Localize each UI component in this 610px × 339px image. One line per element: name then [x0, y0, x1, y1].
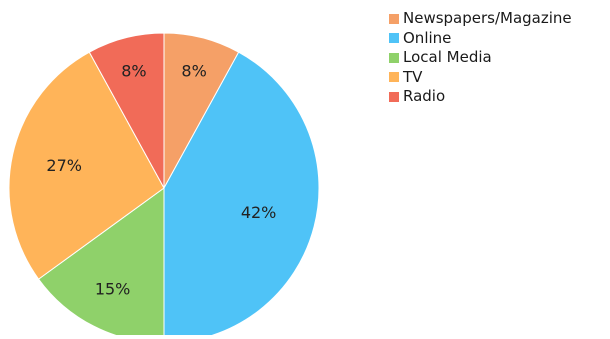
legend-item-tv: TV — [389, 68, 572, 88]
pie-label-online: 42% — [241, 203, 277, 222]
legend-item-local-media: Local Media — [389, 48, 572, 68]
legend-item-newspapers-magazine: Newspapers/Magazine — [389, 9, 572, 29]
chart-legend: Newspapers/Magazine Online Local Media TV Ra… — [389, 9, 572, 107]
legend-swatch-tv — [389, 72, 399, 83]
legend-swatch-newspapers-magazine — [389, 13, 399, 24]
legend-swatch-radio — [389, 91, 399, 102]
legend-label-newspapers-magazine: Newspapers/Magazine — [403, 9, 572, 28]
legend-item-online: Online — [389, 29, 572, 49]
pie-label-tv: 27% — [46, 156, 82, 175]
pie-slice-radio — [88, 32, 165, 189]
legend-swatch-online — [389, 33, 399, 44]
legend-item-radio: Radio — [389, 87, 572, 107]
legend-swatch-local-media — [389, 52, 399, 63]
pie-slice-labels: 8% 42% 15% 27% 8% — [46, 61, 276, 298]
pie-slice-tv — [8, 51, 165, 280]
legend-label-online: Online — [403, 28, 452, 47]
pie-slice-online — [163, 51, 320, 339]
legend-label-local-media: Local Media — [403, 48, 492, 67]
pie-slices — [8, 32, 320, 339]
pie-slice-local-media — [37, 187, 165, 339]
pie-label-radio: 8% — [121, 61, 146, 80]
legend-label-tv: TV — [403, 67, 423, 86]
legend-label-radio: Radio — [403, 87, 446, 106]
pie-label-newspapers-magazine: 8% — [181, 61, 206, 80]
pie-label-local-media: 15% — [95, 279, 131, 298]
